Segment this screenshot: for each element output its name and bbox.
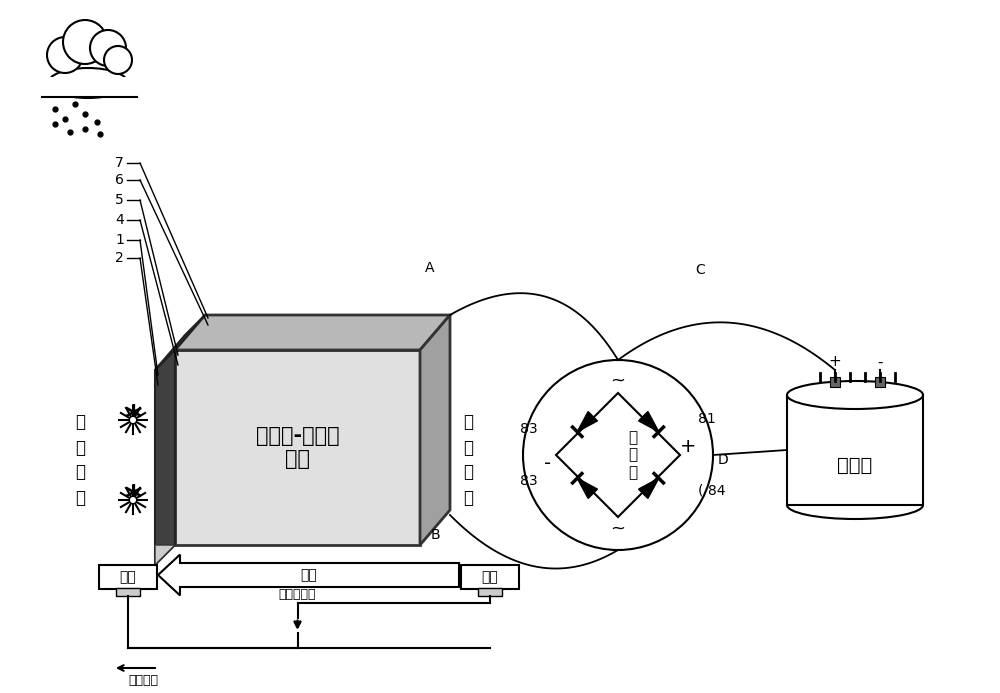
Bar (116, 588, 140, 596)
Text: 83: 83 (520, 474, 538, 488)
Text: 整
流
器: 整 流 器 (628, 430, 638, 480)
Text: 83: 83 (520, 422, 538, 436)
Text: 石墨烯-混凝土
墙体: 石墨烯-混凝土 墙体 (256, 426, 339, 469)
Text: 7: 7 (115, 156, 124, 170)
Circle shape (130, 417, 136, 423)
Ellipse shape (48, 68, 128, 98)
Text: C: C (695, 263, 705, 277)
Text: *: * (124, 403, 142, 437)
Text: 电流方向: 电流方向 (128, 674, 158, 687)
Text: ( 84: ( 84 (698, 484, 726, 498)
Circle shape (90, 30, 126, 66)
Text: ~: ~ (610, 520, 626, 538)
Ellipse shape (787, 491, 923, 519)
Text: B: B (430, 528, 440, 542)
Polygon shape (577, 478, 597, 498)
Text: 5: 5 (115, 193, 124, 207)
FancyBboxPatch shape (99, 565, 157, 589)
Polygon shape (175, 315, 450, 350)
Text: D: D (718, 453, 729, 467)
Polygon shape (155, 350, 175, 565)
Text: 电容器: 电容器 (837, 455, 873, 475)
Bar (830, 377, 840, 387)
Text: 热端: 热端 (482, 570, 498, 584)
Text: 低
温
区
域: 低 温 区 域 (75, 414, 85, 507)
Text: -: - (877, 355, 883, 369)
Bar (875, 377, 885, 387)
Circle shape (130, 497, 136, 503)
Text: 流体: 流体 (300, 568, 317, 582)
Text: 温差发电器: 温差发电器 (279, 588, 316, 602)
Text: +: + (680, 437, 696, 457)
FancyBboxPatch shape (461, 565, 519, 589)
Polygon shape (175, 350, 420, 545)
Polygon shape (420, 315, 450, 545)
Bar (478, 588, 502, 596)
Text: *: * (124, 484, 142, 516)
Circle shape (47, 37, 83, 73)
Text: 冷端: 冷端 (120, 570, 136, 584)
Text: 6: 6 (115, 173, 124, 187)
Text: +: + (829, 355, 841, 369)
Polygon shape (155, 315, 205, 370)
Polygon shape (158, 554, 459, 595)
Text: 4: 4 (115, 213, 124, 227)
Polygon shape (639, 412, 659, 432)
Ellipse shape (787, 381, 923, 409)
Text: A: A (425, 261, 435, 275)
Bar (42, 77, 137, 97)
Text: ~: ~ (610, 372, 626, 390)
Circle shape (104, 46, 132, 74)
Polygon shape (577, 412, 597, 432)
Text: 81: 81 (698, 412, 716, 426)
Polygon shape (787, 395, 923, 505)
Text: 1: 1 (115, 233, 124, 247)
Text: 高
温
区
域: 高 温 区 域 (463, 414, 473, 507)
Circle shape (63, 20, 107, 64)
Polygon shape (155, 545, 175, 565)
Text: -: - (544, 453, 552, 473)
Text: 2: 2 (115, 251, 124, 265)
Polygon shape (639, 478, 659, 498)
